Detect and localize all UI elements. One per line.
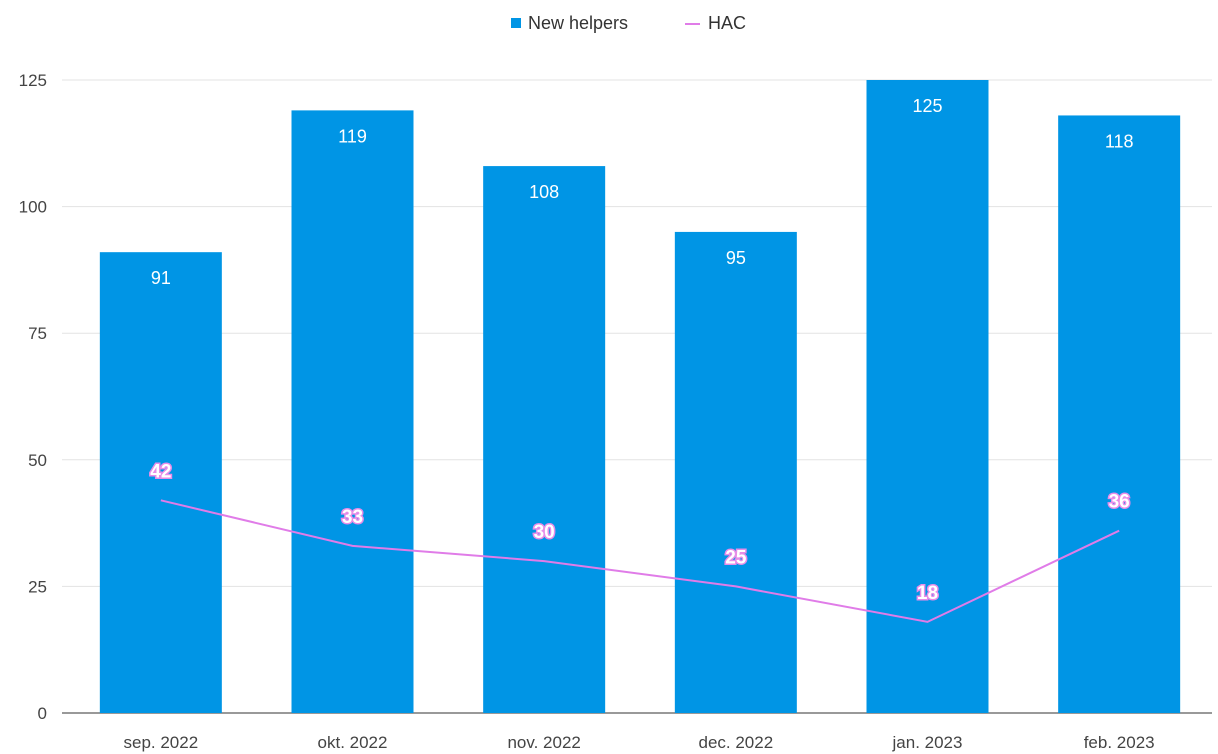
y-tick-label: 25 — [28, 577, 47, 596]
line-data-label: 36 — [1109, 492, 1130, 513]
y-tick-label: 75 — [28, 324, 47, 343]
x-tick-label: nov. 2022 — [507, 733, 580, 752]
line-data-labels: 42 33 30 25 18 36 — [149, 460, 1131, 606]
bar — [866, 80, 989, 713]
bar — [291, 110, 414, 713]
x-tick-label: sep. 2022 — [123, 733, 198, 752]
bar-data-label: 125 — [912, 96, 942, 116]
line-data-label: 30 — [534, 522, 555, 543]
bar — [674, 231, 797, 714]
bar-data-label: 95 — [726, 248, 746, 268]
y-tick-label: 125 — [19, 71, 47, 90]
x-tick-label: dec. 2022 — [698, 733, 773, 752]
line-data-label: 25 — [725, 547, 747, 568]
legend-label-new-helpers: New helpers — [528, 13, 628, 33]
y-tick-label: 0 — [38, 704, 47, 723]
bar-data-label: 118 — [1105, 131, 1134, 151]
bar-data-label: 119 — [338, 126, 367, 146]
legend-label-hac: HAC — [708, 13, 746, 33]
line-data-label: 42 — [150, 461, 171, 482]
bar-data-labels: 91 119 108 95 125 118 — [151, 96, 1134, 288]
y-axis-tick-labels: 0 25 50 75 100 125 — [19, 71, 47, 723]
bar-data-label: 91 — [151, 268, 171, 288]
bar-data-label: 108 — [529, 182, 559, 202]
bar — [483, 166, 606, 713]
line-data-label: 18 — [917, 583, 938, 604]
bar — [1058, 115, 1181, 713]
bar — [99, 252, 222, 713]
x-tick-label: jan. 2023 — [892, 733, 963, 752]
y-tick-label: 50 — [28, 451, 47, 470]
x-tick-label: okt. 2022 — [318, 733, 388, 752]
x-axis-tick-labels: sep. 2022 okt. 2022 nov. 2022 dec. 2022 jan.… — [123, 733, 1154, 752]
legend-swatch-new-helpers — [511, 18, 521, 28]
x-tick-label: feb. 2023 — [1084, 733, 1155, 752]
line-data-label: 33 — [342, 507, 363, 528]
y-tick-label: 100 — [19, 198, 47, 217]
line-path — [160, 499, 1120, 623]
bars-new-helpers — [99, 80, 1181, 714]
legend: New helpers HAC — [511, 13, 746, 33]
gridlines — [62, 79, 1212, 714]
line-hac — [160, 499, 1120, 623]
